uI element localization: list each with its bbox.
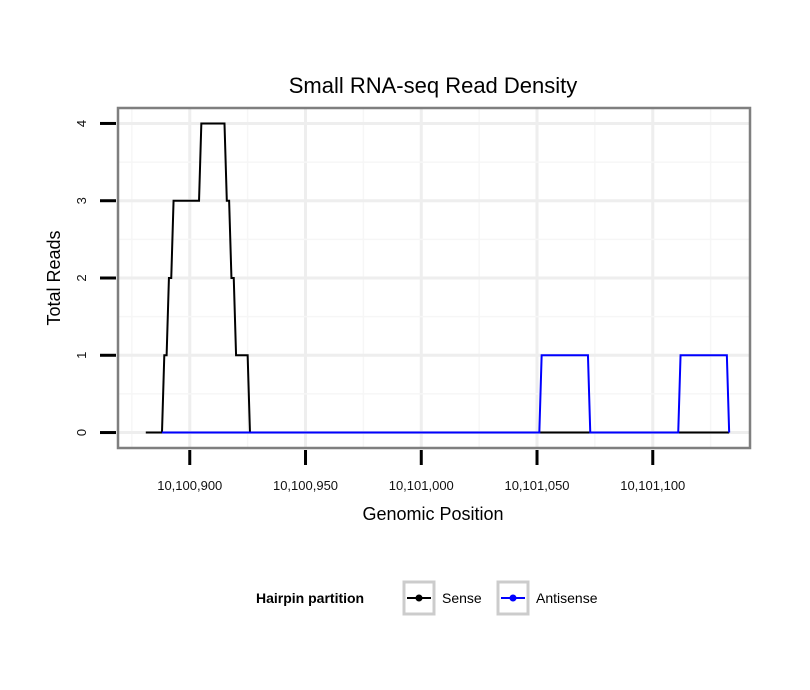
legend-label: Sense xyxy=(442,590,482,606)
legend: Hairpin partition Sense Antisense xyxy=(256,580,598,616)
legend-key-point xyxy=(415,594,423,602)
x-axis: 10,100,900 10,100,950 10,101,000 10,101,050… xyxy=(157,450,685,493)
x-axis-title: Genomic Position xyxy=(362,504,503,524)
y-axis-title: Total Reads xyxy=(44,230,64,325)
y-axis: 0 1 2 3 4 xyxy=(74,120,116,436)
x-tick-label: 10,101,000 xyxy=(389,478,454,493)
y-tick-label: 4 xyxy=(74,120,89,127)
y-tick-label: 0 xyxy=(74,429,89,436)
x-tick-label: 10,100,950 xyxy=(273,478,338,493)
x-tick-label: 10,101,100 xyxy=(620,478,685,493)
legend-title: Hairpin partition xyxy=(256,590,364,606)
y-tick-label: 2 xyxy=(74,274,89,281)
grid xyxy=(118,108,750,448)
series-line-antisense xyxy=(161,354,731,434)
plot-border xyxy=(116,106,752,450)
legend-label: Antisense xyxy=(536,590,598,606)
series-line-sense xyxy=(145,122,730,434)
chart-title: Small RNA-seq Read Density xyxy=(289,73,578,98)
legend-item-antisense: Antisense xyxy=(496,580,598,616)
y-tick-label: 1 xyxy=(74,352,89,359)
y-tick-label: 3 xyxy=(74,197,89,204)
series-lines xyxy=(145,122,731,434)
legend-key-point xyxy=(509,594,517,602)
legend-item-sense: Sense xyxy=(402,580,482,616)
x-tick-label: 10,101,050 xyxy=(504,478,569,493)
x-tick-label: 10,100,900 xyxy=(157,478,222,493)
